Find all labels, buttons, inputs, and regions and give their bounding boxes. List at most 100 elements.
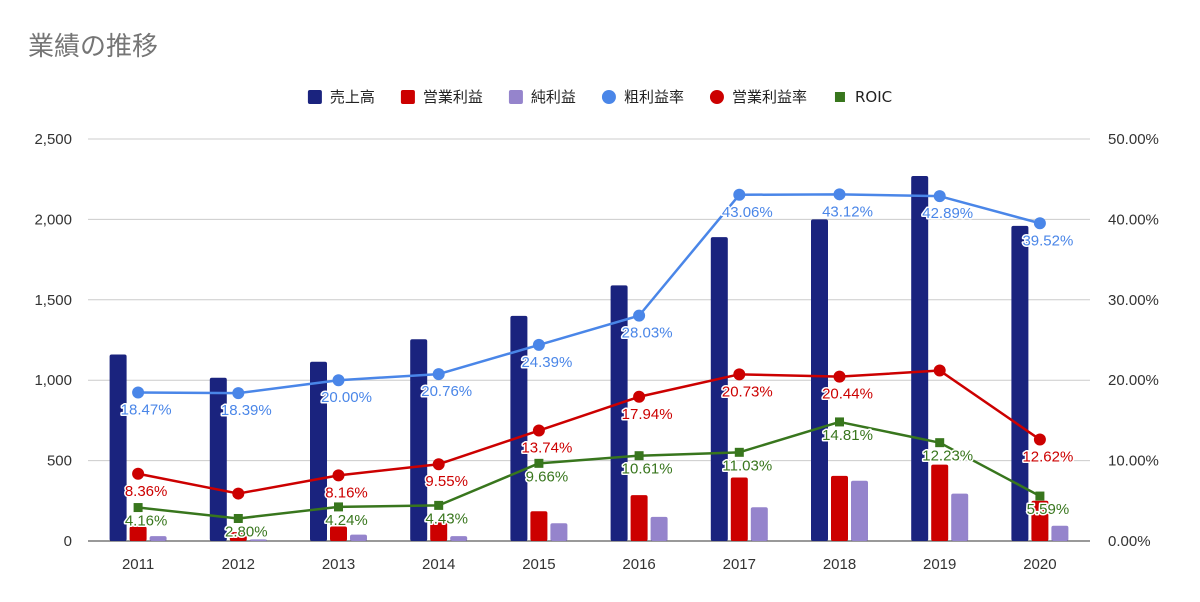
data-label: 4.16% <box>125 513 168 530</box>
bar-2 <box>851 480 868 541</box>
bar-0 <box>710 237 728 541</box>
series-line-0 <box>138 193 1041 395</box>
data-label: 5.59% <box>1027 501 1070 518</box>
bar-0 <box>510 315 528 541</box>
y-right-tick-label: 20.00% <box>1108 372 1159 389</box>
y-right-tick-label: 30.00% <box>1108 292 1159 309</box>
data-label: 9.66% <box>526 468 569 485</box>
data-label: 10.61% <box>622 461 673 478</box>
data-label: 18.47% <box>121 402 172 419</box>
line-point-1 <box>733 368 746 381</box>
data-label: 12.62% <box>1022 449 1073 466</box>
data-label: 24.39% <box>521 354 572 371</box>
y-right-tick-label: 10.00% <box>1108 453 1159 470</box>
bar-1 <box>1031 500 1049 541</box>
y-left-tick-label: 2,500 <box>34 131 72 148</box>
bar-2 <box>650 516 668 541</box>
line-point-0 <box>232 387 245 400</box>
bar-0 <box>1011 225 1029 541</box>
line-point-1 <box>232 487 245 500</box>
data-label: 14.81% <box>822 427 873 444</box>
bar-0 <box>209 377 227 541</box>
data-label: 2.80% <box>225 523 268 540</box>
line-point-0 <box>733 188 746 201</box>
legend-swatch <box>400 90 415 104</box>
x-tick-label: 2013 <box>322 556 355 573</box>
bar-2 <box>750 507 768 541</box>
bar-0 <box>310 361 327 541</box>
x-tick-label: 2015 <box>522 556 555 573</box>
data-label: 20.73% <box>722 383 773 400</box>
data-label: 8.36% <box>125 483 168 500</box>
chart-title: 業績の推移 <box>28 32 159 62</box>
line-point-2 <box>534 458 544 468</box>
bar-1 <box>330 526 347 541</box>
bar-2 <box>149 536 167 541</box>
line-point-2 <box>1035 491 1045 501</box>
data-label: 4.43% <box>425 510 468 527</box>
bar-1 <box>530 511 548 541</box>
x-tick-label: 2019 <box>923 556 956 573</box>
y-left-tick-label: 500 <box>47 453 72 470</box>
bar-2 <box>550 523 568 541</box>
data-label: 8.16% <box>325 484 368 501</box>
bar-2 <box>951 493 969 541</box>
line-point-2 <box>835 417 844 427</box>
data-label: 4.24% <box>325 512 368 529</box>
bar-0 <box>410 339 428 541</box>
bar-2 <box>1051 525 1069 541</box>
line-point-1 <box>332 469 345 482</box>
line-point-2 <box>935 438 945 448</box>
line-point-1 <box>532 424 545 437</box>
bar-1 <box>229 532 247 541</box>
legend-label: 営業利益率 <box>732 88 807 106</box>
x-tick-label: 2017 <box>723 556 756 573</box>
legend-swatch <box>709 90 724 104</box>
bar-2 <box>450 536 468 541</box>
bar-1 <box>430 521 448 541</box>
y-right-tick-label: 40.00% <box>1108 211 1159 228</box>
bar-0 <box>610 285 628 541</box>
bar-0 <box>811 219 828 541</box>
legend-label: 営業利益 <box>423 88 483 106</box>
x-tick-label: 2011 <box>122 556 154 573</box>
line-point-2 <box>233 513 243 523</box>
bar-2 <box>350 534 367 541</box>
line-point-0 <box>132 386 145 399</box>
bar-1 <box>831 475 848 541</box>
y-left-tick-label: 0 <box>64 533 72 550</box>
y-left-tick-label: 1,500 <box>34 292 72 309</box>
legend-swatch <box>307 90 322 104</box>
data-label: 28.03% <box>622 325 673 342</box>
series-line-2 <box>137 420 1041 520</box>
line-point-2 <box>434 500 444 510</box>
data-label: 39.52% <box>1022 232 1073 249</box>
line-point-1 <box>132 467 145 480</box>
x-tick-label: 2012 <box>222 556 255 573</box>
line-point-0 <box>633 309 646 322</box>
y-right-tick-label: 50.00% <box>1108 131 1159 148</box>
x-tick-label: 2014 <box>422 556 455 573</box>
legend-swatch <box>508 90 523 104</box>
data-label: 18.39% <box>221 402 272 419</box>
data-label: 20.76% <box>421 383 472 400</box>
data-label: 42.89% <box>922 205 973 222</box>
legend-label: 粗利益率 <box>624 88 684 106</box>
line-point-2 <box>634 451 644 461</box>
line-point-1 <box>933 364 946 377</box>
series-line-1 <box>137 369 1041 495</box>
legend-swatch <box>834 92 845 102</box>
y-left-tick-label: 1,000 <box>34 372 72 389</box>
legend-label: 売上高 <box>330 88 375 106</box>
line-point-0 <box>1033 217 1046 230</box>
line-point-1 <box>833 370 846 383</box>
data-label: 20.44% <box>822 386 873 403</box>
data-label: 43.12% <box>822 203 873 220</box>
data-label: 13.74% <box>521 440 572 457</box>
data-label: 17.94% <box>622 406 673 423</box>
x-tick-label: 2018 <box>823 556 856 573</box>
bar-1 <box>129 526 147 541</box>
line-point-0 <box>833 188 846 201</box>
